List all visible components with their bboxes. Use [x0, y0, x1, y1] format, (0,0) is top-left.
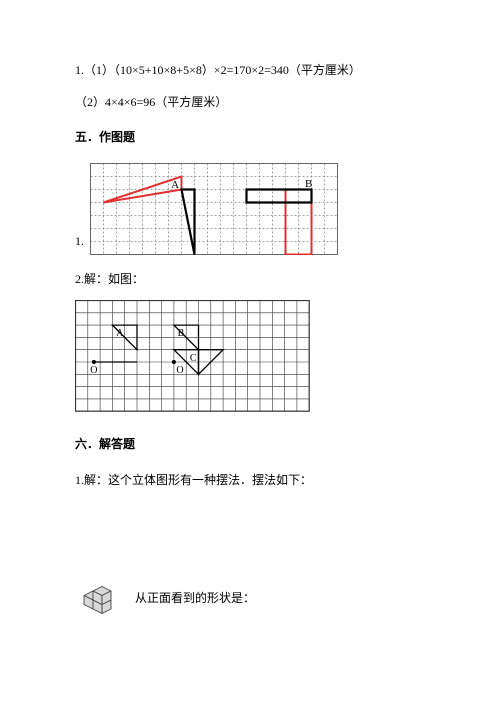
cube-figure-svg	[75, 562, 129, 616]
problem-2-text: 2.解：如图：	[75, 269, 425, 291]
figure-2-svg: OABOC	[75, 300, 310, 420]
svg-text:A: A	[171, 179, 179, 191]
section-5-title: 五．作图题	[75, 127, 425, 149]
figure-1-label: 1.	[75, 231, 84, 255]
cube-caption: 从正面看到的形状是：	[129, 588, 255, 616]
figure-1-svg: AB	[90, 163, 338, 255]
problem-1-line-2: （2）4×4×6=96（平方厘米）	[75, 92, 425, 114]
figure-2-wrap: OABOC	[75, 300, 425, 420]
problem-6-1-text: 1.解：这个立体图形有一种摆法．摆法如下：	[75, 470, 425, 492]
svg-text:C: C	[190, 353, 197, 364]
cube-figure-row: 从正面看到的形状是：	[75, 562, 425, 616]
problem-1-line-1: 1.（1）（10×5+10×8+5×8）×2=170×2=340（平方厘米）	[75, 60, 425, 82]
svg-text:O: O	[90, 365, 97, 376]
figure-1-wrap: 1. AB	[75, 163, 425, 255]
svg-text:O: O	[176, 365, 183, 376]
svg-text:A: A	[116, 329, 124, 340]
svg-text:B: B	[305, 178, 312, 190]
svg-text:B: B	[178, 329, 185, 340]
section-6-title: 六．解答题	[75, 434, 425, 456]
